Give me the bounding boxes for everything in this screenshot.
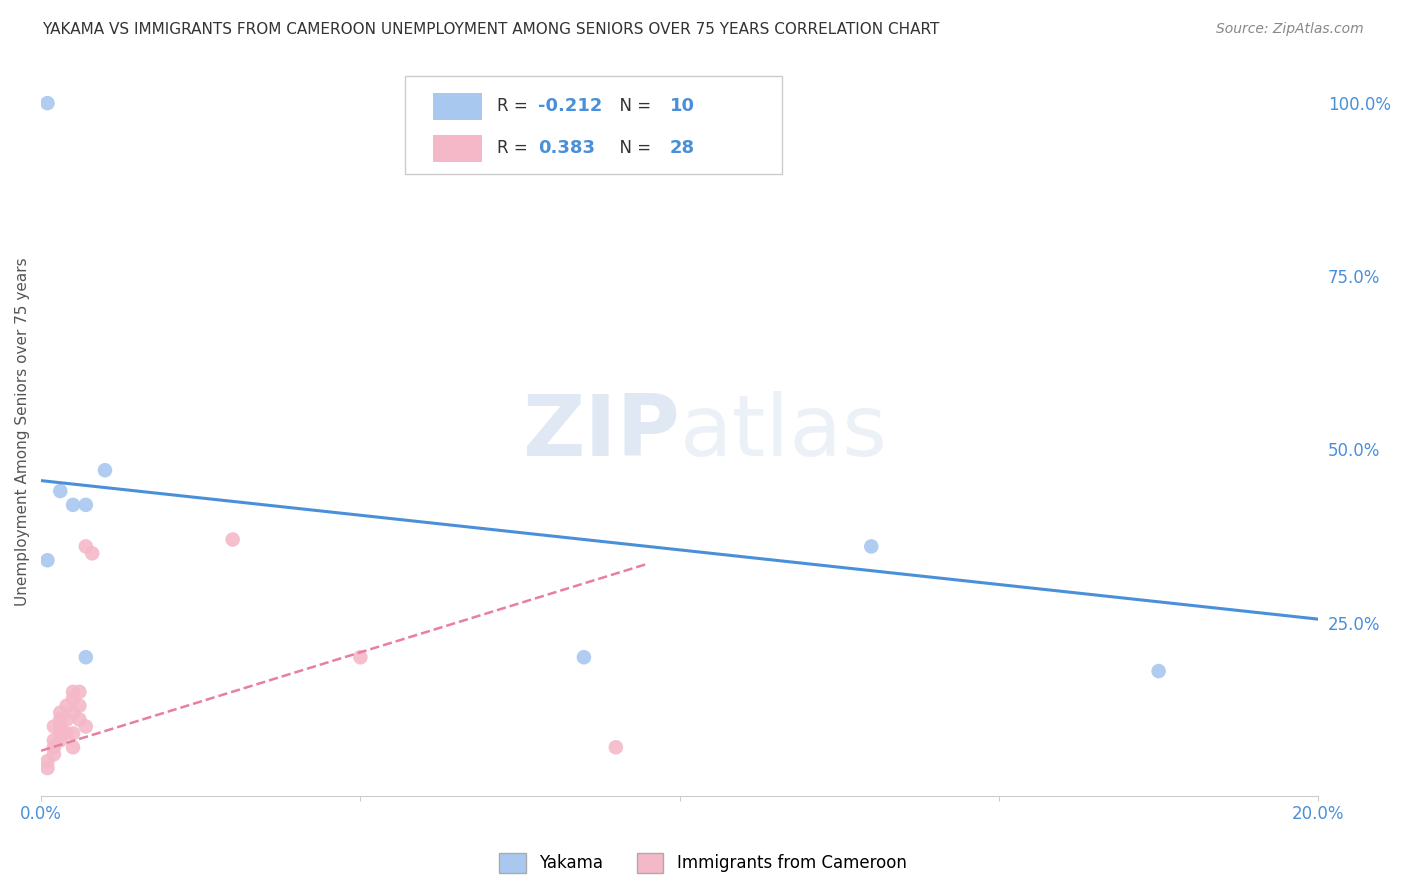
Point xyxy=(49,719,72,733)
Point xyxy=(75,498,97,512)
Legend: Yakama, Immigrants from Cameroon: Yakama, Immigrants from Cameroon xyxy=(492,847,914,880)
Point xyxy=(37,553,59,567)
Point xyxy=(62,706,84,720)
Text: Source: ZipAtlas.com: Source: ZipAtlas.com xyxy=(1216,22,1364,37)
Text: YAKAMA VS IMMIGRANTS FROM CAMEROON UNEMPLOYMENT AMONG SENIORS OVER 75 YEARS CORR: YAKAMA VS IMMIGRANTS FROM CAMEROON UNEMP… xyxy=(42,22,939,37)
Point xyxy=(62,685,84,699)
Point xyxy=(42,740,65,755)
Point xyxy=(37,754,59,768)
Point xyxy=(67,698,90,713)
Point xyxy=(62,498,84,512)
Point xyxy=(49,713,72,727)
Point xyxy=(62,726,84,740)
Y-axis label: Unemployment Among Seniors over 75 years: Unemployment Among Seniors over 75 years xyxy=(15,258,30,607)
Text: atlas: atlas xyxy=(679,391,887,474)
Text: 0.383: 0.383 xyxy=(538,139,595,157)
Point xyxy=(67,685,90,699)
Text: -0.212: -0.212 xyxy=(538,97,602,115)
Point xyxy=(55,698,77,713)
Point xyxy=(42,747,65,762)
Point xyxy=(221,533,243,547)
Point xyxy=(42,719,65,733)
Text: N =: N = xyxy=(609,139,657,157)
FancyBboxPatch shape xyxy=(433,93,482,120)
FancyBboxPatch shape xyxy=(405,76,782,174)
Point xyxy=(37,96,59,111)
Point xyxy=(67,713,90,727)
Text: R =: R = xyxy=(498,97,533,115)
Point xyxy=(55,713,77,727)
Text: N =: N = xyxy=(609,97,657,115)
Point xyxy=(49,726,72,740)
Text: R =: R = xyxy=(498,139,533,157)
Point xyxy=(1147,664,1170,678)
Point xyxy=(49,706,72,720)
Point xyxy=(75,650,97,665)
Point xyxy=(49,483,72,498)
Point xyxy=(49,733,72,747)
Point xyxy=(349,650,371,665)
Point xyxy=(82,546,104,560)
Point xyxy=(94,463,117,477)
Point xyxy=(75,719,97,733)
Point xyxy=(62,740,84,755)
Text: 10: 10 xyxy=(669,97,695,115)
FancyBboxPatch shape xyxy=(433,135,482,161)
Text: ZIP: ZIP xyxy=(522,391,679,474)
Point xyxy=(62,691,84,706)
Point xyxy=(37,761,59,775)
Point xyxy=(75,540,97,554)
Point xyxy=(55,726,77,740)
Point xyxy=(605,740,627,755)
Point xyxy=(860,540,883,554)
Point xyxy=(572,650,595,665)
Text: 28: 28 xyxy=(669,139,695,157)
Point xyxy=(42,733,65,747)
